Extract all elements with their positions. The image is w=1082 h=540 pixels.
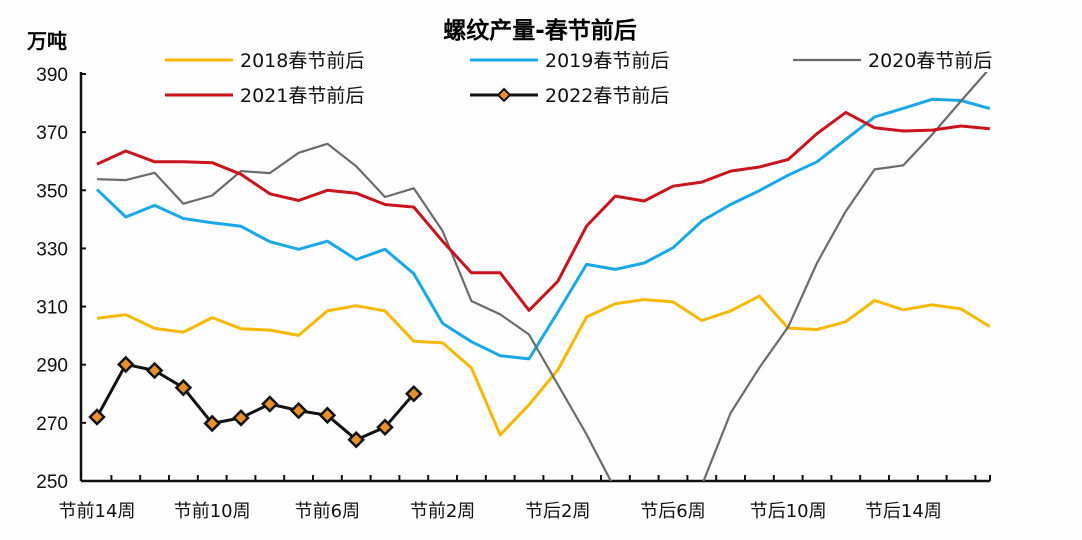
legend-label: 2018春节前后	[240, 50, 364, 72]
y-tick-label: 330	[36, 239, 68, 260]
data-point-2022	[405, 385, 423, 403]
x-tick-label: 节后10周	[750, 501, 827, 522]
x-tick-label: 节前14周	[59, 501, 136, 522]
y-tick-label: 270	[36, 414, 68, 435]
data-point-2022	[376, 418, 394, 436]
x-tick-label: 节后14周	[865, 501, 942, 522]
y-tick-label: 390	[36, 65, 68, 86]
x-tick-label: 节前6周	[295, 501, 360, 522]
y-tick-label: 290	[36, 356, 68, 377]
legend: 2018春节前后 2019春节前后 2020春节前后 2021春节前后 2022春节前后	[165, 50, 992, 107]
data-point-2022	[117, 355, 135, 374]
markers-group	[88, 355, 423, 449]
data-point-2022	[289, 401, 308, 420]
y-axis-unit: 万吨	[26, 29, 67, 53]
series-line-2022	[95, 362, 415, 442]
x-tick-label: 节后2周	[525, 501, 590, 522]
legend-label: 2021春节前后	[240, 85, 364, 107]
y-tick-label: 250	[36, 472, 68, 493]
series-line-2018	[96, 294, 991, 437]
data-point-2022	[261, 395, 279, 413]
data-point-2022	[145, 361, 164, 380]
series-group	[95, 72, 991, 481]
data-point-2022	[347, 430, 365, 449]
series-line-2019	[95, 97, 991, 361]
legend-label: 2019春节前后	[545, 50, 669, 72]
y-tick-label: 350	[36, 181, 68, 202]
data-point-2022	[88, 408, 106, 426]
legend-label: 2020春节前后	[868, 50, 992, 72]
axes: 250 270 290 310 330 350 370 390 节前14周 节前10周 节前6周 节前…	[36, 65, 991, 522]
data-point-2022	[232, 409, 250, 427]
x-tick-label: 节前2周	[410, 501, 475, 522]
data-point-2022	[203, 414, 221, 433]
x-tick-label: 节前10周	[174, 501, 251, 522]
data-point-2022	[318, 406, 337, 425]
y-tick-label: 370	[36, 123, 68, 144]
x-tick-label: 节后6周	[640, 501, 705, 522]
chart-title: 螺纹产量-春节前后	[443, 17, 637, 44]
series-line-2021	[96, 110, 990, 312]
legend-marker	[496, 87, 512, 103]
series-line-2020	[96, 72, 988, 481]
data-point-2022	[174, 378, 193, 397]
legend-label: 2022春节前后	[545, 85, 669, 107]
y-tick-label: 310	[36, 298, 68, 319]
